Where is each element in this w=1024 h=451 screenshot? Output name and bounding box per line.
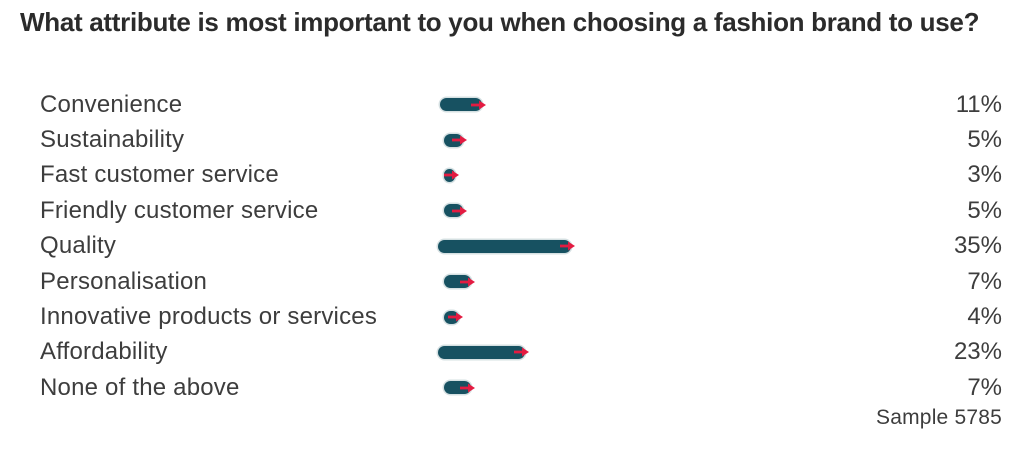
bar-track [444, 310, 960, 324]
category-label: Fast customer service [40, 161, 279, 189]
arrow-marker [460, 277, 475, 287]
category-label: Sustainability [40, 126, 185, 154]
bar [437, 239, 575, 253]
category-label: Affordability [40, 338, 168, 366]
percent-value: 23% [953, 338, 1002, 366]
arrow-marker [460, 383, 475, 393]
bar-track [444, 275, 960, 289]
percent-value: 4% [967, 303, 1002, 331]
bar [444, 381, 475, 395]
category-label: Friendly customer service [40, 196, 319, 224]
bar [437, 345, 529, 359]
bar-track [444, 133, 960, 147]
arrow-marker [559, 241, 575, 251]
chart-row: Sustainability 5% [0, 122, 1024, 157]
category-label: Innovative products or services [40, 303, 378, 331]
bar-track [439, 98, 956, 112]
percent-value: 7% [967, 373, 1002, 401]
percent-value: 35% [953, 232, 1002, 260]
bar-track [444, 204, 960, 218]
bar-track [444, 168, 960, 182]
bar [444, 133, 467, 147]
percent-value: 5% [967, 196, 1002, 224]
chart-row: Quality 35% [0, 229, 1024, 264]
chart-row: Friendly customer service 5% [0, 193, 1024, 228]
bar [444, 275, 475, 289]
category-label: Convenience [40, 90, 183, 118]
chart-row: Innovative products or services 4% [0, 299, 1024, 334]
bar-track [437, 239, 954, 253]
percent-value: 7% [967, 267, 1002, 295]
percent-value: 5% [967, 126, 1002, 154]
chart-row: Affordability 23% [0, 335, 1024, 370]
percent-value: 11% [955, 90, 1002, 118]
bar [444, 168, 459, 182]
percent-value: 3% [967, 161, 1002, 189]
category-label: Quality [40, 232, 117, 260]
chart-row: Fast customer service 3% [0, 158, 1024, 193]
chart-title: What attribute is most important to you … [20, 7, 980, 37]
chart-row: Convenience 11% [0, 87, 1024, 122]
category-label: None of the above [40, 373, 240, 401]
arrow-marker [513, 347, 529, 357]
arrow-marker [452, 206, 467, 216]
arrow-marker [448, 312, 463, 322]
arrow-marker [452, 135, 467, 145]
chart-row: None of the above 7% [0, 370, 1024, 405]
bar-chart: Convenience 11% Sustainability 5% Fast c… [0, 87, 1024, 406]
bar [444, 204, 467, 218]
arrow-marker [470, 100, 486, 110]
category-label: Personalisation [40, 267, 208, 295]
arrow-marker [444, 170, 459, 180]
bar-track [444, 381, 960, 395]
bar [444, 310, 463, 324]
bar [439, 98, 486, 112]
bar-track [437, 345, 954, 359]
sample-size-label: Sample 5785 [876, 406, 1002, 429]
chart-row: Personalisation 7% [0, 264, 1024, 299]
